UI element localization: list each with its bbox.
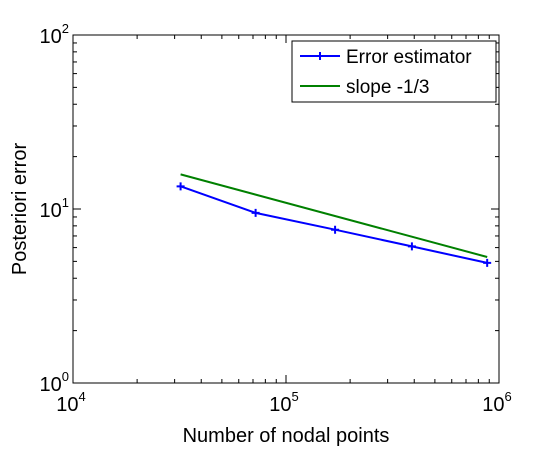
data-point-error-estimator xyxy=(407,242,416,251)
legend-label-slope: slope -1/3 xyxy=(346,77,429,98)
series-layer xyxy=(176,173,492,267)
x-tick-label: 106 xyxy=(482,389,511,416)
y-tick-label: 101 xyxy=(40,195,69,222)
y-axis-label: Posteriori error xyxy=(9,143,31,276)
legend-label-error-estimator: Error estimator xyxy=(346,47,472,68)
axis-ticks: 104 105 106 100 101 102 xyxy=(40,21,512,416)
series-line-slope-1-3 xyxy=(180,173,488,258)
y-tick-label: 102 xyxy=(40,21,69,48)
data-point-error-estimator xyxy=(176,182,185,191)
y-tick-label: 100 xyxy=(40,369,69,396)
legend-box xyxy=(291,40,497,103)
data-point-error-estimator xyxy=(331,225,340,234)
x-tick-label: 105 xyxy=(269,389,298,416)
data-point-error-estimator xyxy=(483,258,492,267)
legend: Error estimator slope -1/3 xyxy=(291,40,497,103)
data-point-error-estimator xyxy=(251,208,260,217)
x-tick-label: 104 xyxy=(56,389,85,416)
legend-marker-error-estimator xyxy=(316,52,324,60)
x-axis-label: Number of nodal points xyxy=(183,425,390,447)
